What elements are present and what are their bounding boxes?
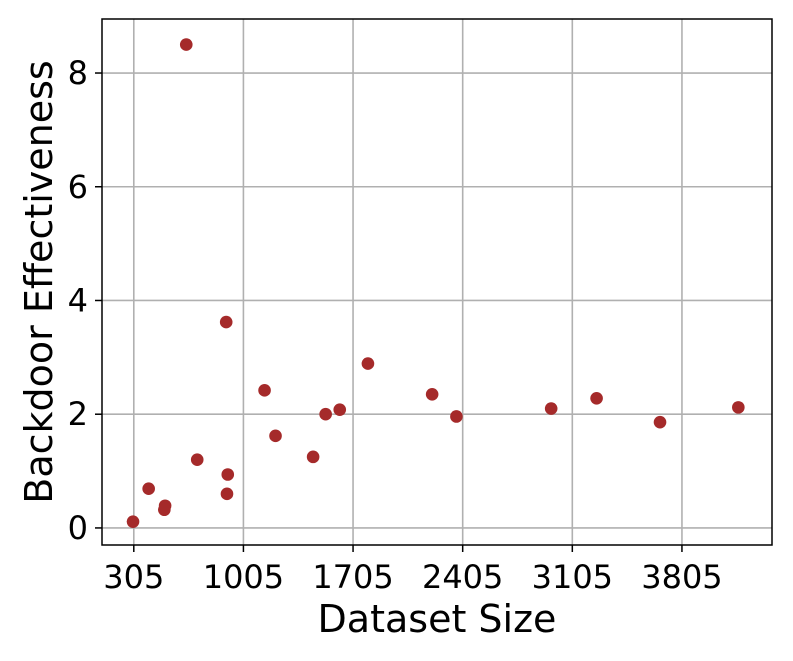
data-point [158,499,172,513]
x-tick-label: 305 [103,558,164,596]
data-point [179,38,193,51]
data-point [653,415,667,429]
y-tick-label: 4 [68,281,88,319]
data-point [425,388,439,401]
data-point [220,487,234,501]
data-point [190,453,204,467]
x-tick-label: 3805 [641,558,722,596]
data-point [544,402,558,415]
x-axis-ticks: 305 1005 1705 2405 3105 3805 [103,545,723,596]
x-tick-label: 1005 [203,558,284,596]
scatter-points [126,38,745,528]
x-tick-label: 3105 [532,558,613,596]
grid-lines [102,19,772,545]
data-point [269,429,282,443]
x-tick-label: 2405 [422,558,503,596]
data-point [732,401,745,414]
y-tick-label: 8 [68,54,88,92]
y-axis-ticks: 0 2 4 6 8 [68,54,102,547]
data-point [258,384,271,397]
data-point [126,515,140,528]
data-point [306,450,320,464]
plot-frame [101,18,773,546]
data-point [450,410,463,423]
data-point [361,357,375,370]
data-point [219,315,233,329]
y-tick-label: 0 [68,509,88,547]
y-tick-label: 2 [68,395,88,433]
x-axis-label: Dataset Size [318,597,557,641]
x-tick-label: 1705 [312,558,393,596]
data-point [221,468,235,481]
data-point [142,482,155,496]
y-tick-label: 6 [68,168,88,206]
data-point [590,391,603,405]
data-point [319,407,332,421]
y-axis-label: Backdoor Effectiveness [17,60,61,503]
data-point [333,403,347,416]
